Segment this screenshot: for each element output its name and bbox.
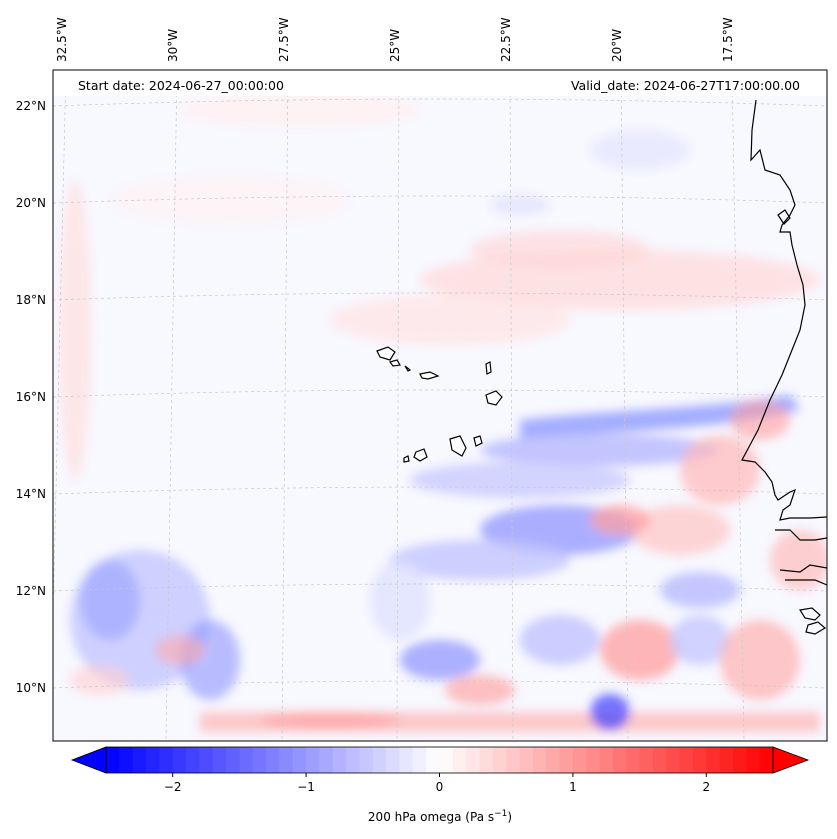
latitude-labels: 22°N 20°N 18°N 16°N 14°N 12°N 10°N [16, 99, 46, 695]
colorbar-cell [506, 747, 521, 773]
colorbar-cell [532, 747, 547, 773]
colorbar-label: 200 hPa omega (Pa s−1) [368, 809, 512, 824]
island-santo-antao [376, 346, 396, 361]
colorbar-cell [306, 747, 320, 773]
colorbar-cell [412, 747, 427, 773]
colorbar-extend-max [772, 746, 810, 774]
colorbar-cell [359, 747, 374, 773]
colorbar-cell [586, 747, 601, 773]
colorbar-cell [452, 747, 467, 773]
colorbar-cell [679, 747, 694, 773]
colorbar-cell [759, 747, 774, 773]
colorbar-cell [719, 747, 734, 773]
colorbar-cell [119, 747, 134, 773]
cabo-verde-islands [376, 346, 503, 463]
colorbar-cell [426, 747, 440, 773]
colorbar-tick-label: 0 [436, 780, 444, 794]
island-santa-luzia [404, 365, 412, 372]
colorbar-cell [692, 747, 707, 773]
colorbar-cell [332, 747, 347, 773]
island-santiago [449, 435, 467, 457]
colorbar-cell [292, 747, 307, 773]
colorbar-tick-label: −2 [164, 780, 182, 794]
colorbar-cell [132, 747, 147, 773]
lon-label-27-5w: 27.5°W [277, 17, 291, 62]
lat-label-18n: 18°N [16, 293, 46, 307]
colorbar-tick-label: 2 [702, 780, 710, 794]
colorbar-cell [572, 747, 587, 773]
colorbar-cell [186, 747, 200, 773]
colorbar-cell [266, 747, 280, 773]
colorbar-cell [479, 747, 494, 773]
island-sao-vicente [388, 359, 401, 367]
map-frame [52, 69, 828, 742]
lon-label-25w: 25°W [388, 29, 402, 62]
colorbar-extend-min [70, 746, 107, 774]
colorbar-cell [172, 747, 187, 773]
colorbar-cell [226, 747, 240, 773]
colorbar-cell [599, 747, 614, 773]
island-fogo [413, 448, 428, 462]
colorbar-cell [159, 747, 174, 773]
coastline [741, 99, 827, 635]
lat-label-14n: 14°N [16, 487, 46, 501]
colorbar-cell [559, 747, 574, 773]
island-brava [403, 455, 410, 463]
colorbar-tick-label: −1 [297, 780, 315, 794]
colorbar-cell [546, 747, 561, 773]
colorbar-cell [319, 747, 334, 773]
colorbar-cell [466, 747, 481, 773]
header-band [53, 70, 827, 96]
lat-label-20n: 20°N [16, 196, 46, 210]
colorbar-cell [199, 747, 214, 773]
colorbar-cell [279, 747, 294, 773]
island-sao-nicolau [419, 371, 440, 380]
colorbar-cell [492, 747, 507, 773]
lon-label-30w: 30°W [166, 29, 180, 62]
lat-label-16n: 16°N [16, 390, 46, 404]
colorbar-cell [346, 747, 360, 773]
colorbar: −2 −1 0 1 2 200 hPa omega (Pa s−1) [70, 746, 810, 824]
colorbar-cell [732, 747, 747, 773]
colorbar-cell [239, 747, 254, 773]
colorbar-cell [399, 747, 414, 773]
colorbar-cell [146, 747, 160, 773]
valid-date-label: Valid_date: 2024-06-27T17:00:00.00 [571, 78, 800, 93]
lat-label-22n: 22°N [16, 99, 46, 113]
colorbar-cell [746, 747, 761, 773]
start-date-label: Start date: 2024-06-27_00:00:00 [78, 78, 284, 93]
colorbar-cell [386, 747, 400, 773]
colorbar-cell [626, 747, 641, 773]
colorbar-cell [106, 747, 120, 773]
colorbar-cell [706, 747, 721, 773]
colorbar-cell [666, 747, 681, 773]
lon-label-22-5w: 22.5°W [499, 17, 513, 62]
island-boa-vista [485, 390, 503, 406]
graticule [53, 70, 827, 741]
lat-label-12n: 12°N [16, 584, 46, 598]
lat-label-10n: 10°N [16, 681, 46, 695]
colorbar-ticks: −2 −1 0 1 2 [164, 773, 710, 794]
colorbar-cell [252, 747, 267, 773]
colorbar-cells [106, 747, 774, 773]
colorbar-cell [639, 747, 654, 773]
lon-label-32-5w: 32.5°W [55, 17, 69, 62]
longitude-labels: 32.5°W 30°W 27.5°W 25°W 22.5°W 20°W 17.5… [55, 17, 735, 62]
lon-label-17-5w: 17.5°W [721, 17, 735, 62]
colorbar-cell [439, 747, 454, 773]
colorbar-tick-label: 1 [569, 780, 577, 794]
colorbar-cell [372, 747, 387, 773]
lon-label-20w: 20°W [610, 29, 624, 62]
colorbar-cell [212, 747, 227, 773]
island-maio [473, 435, 483, 447]
island-sal [485, 361, 492, 375]
colorbar-cell [652, 747, 667, 773]
colorbar-cell [519, 747, 534, 773]
colorbar-cell [612, 747, 627, 773]
